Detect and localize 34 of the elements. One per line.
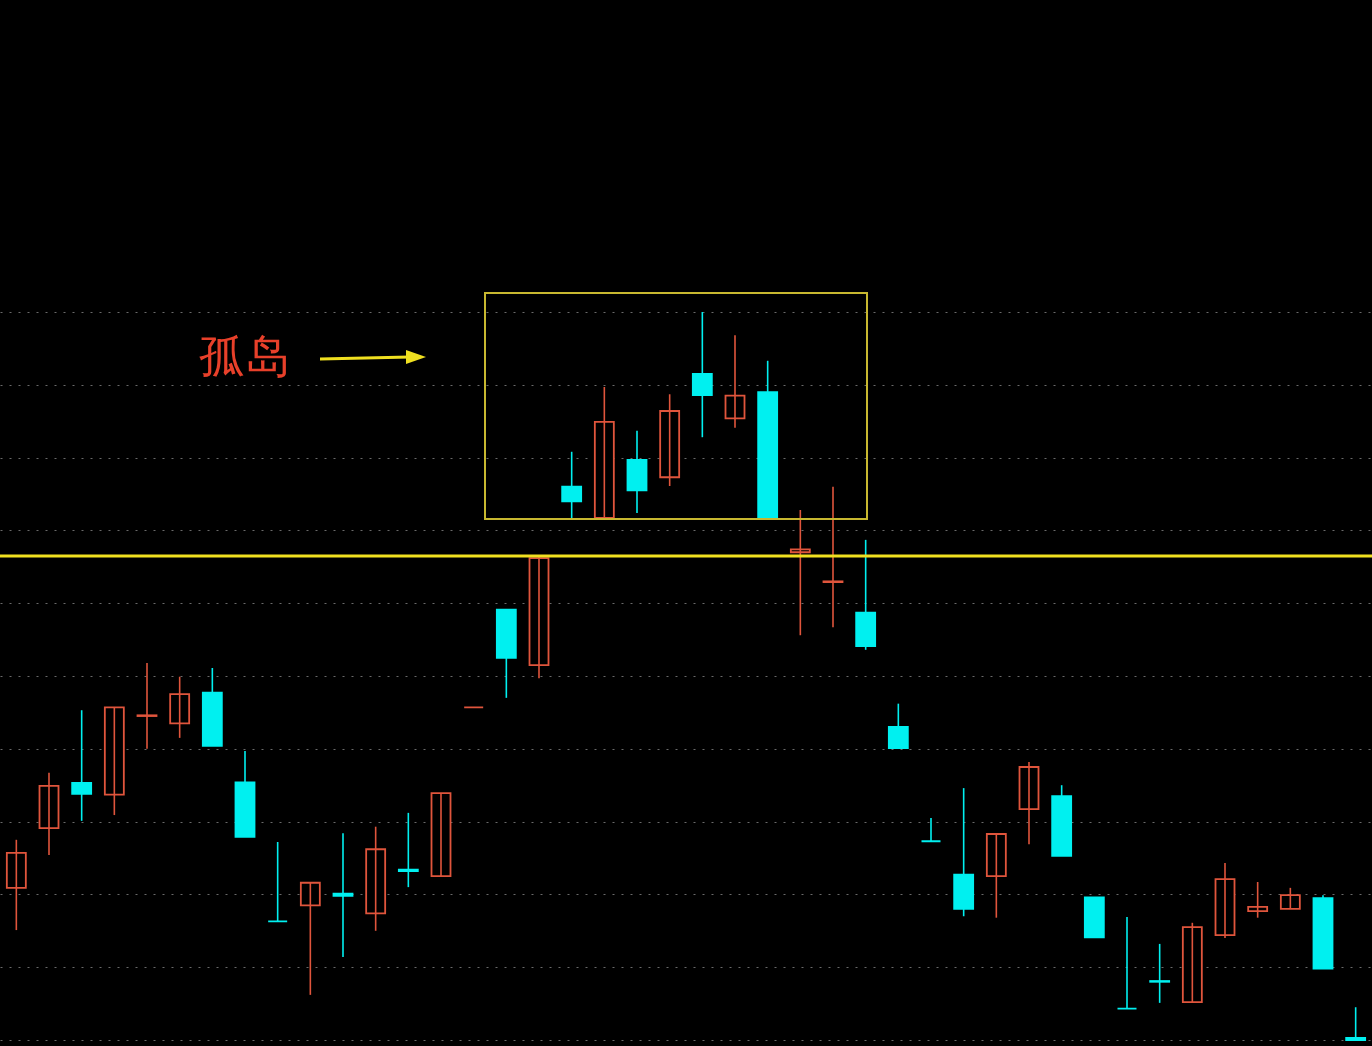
candlestick xyxy=(953,787,975,918)
candlestick xyxy=(299,881,321,996)
candlestick xyxy=(201,667,223,747)
candlestick xyxy=(920,817,942,843)
candlestick xyxy=(887,702,909,749)
candlestick xyxy=(71,709,93,822)
candlestick xyxy=(855,539,877,651)
candlestick xyxy=(1345,1006,1367,1041)
candlestick xyxy=(365,825,387,932)
candlestick xyxy=(397,812,419,888)
candlestick xyxy=(169,675,191,739)
candlestick xyxy=(1279,887,1301,910)
candlestick xyxy=(1051,784,1073,857)
candlestick xyxy=(691,311,713,439)
candlestick xyxy=(593,386,615,520)
candlestick xyxy=(332,832,354,958)
candlestick xyxy=(789,509,811,637)
candlestick xyxy=(495,608,517,699)
candlestick xyxy=(103,706,125,816)
candlestick xyxy=(1083,896,1105,939)
candlestick xyxy=(430,792,452,878)
candlestick xyxy=(757,359,779,520)
annotation: 孤岛 xyxy=(199,329,291,383)
candlestick xyxy=(1181,921,1203,1004)
candlestick xyxy=(659,393,681,487)
candlestick xyxy=(822,485,844,629)
candlestick xyxy=(5,839,27,931)
candlestick xyxy=(1247,881,1269,919)
candlestick xyxy=(985,833,1007,919)
candlestick xyxy=(267,841,289,923)
candlestick xyxy=(561,450,583,519)
candlestick xyxy=(1116,916,1138,1010)
candlestick xyxy=(1149,943,1171,1004)
candlestick xyxy=(136,662,158,750)
